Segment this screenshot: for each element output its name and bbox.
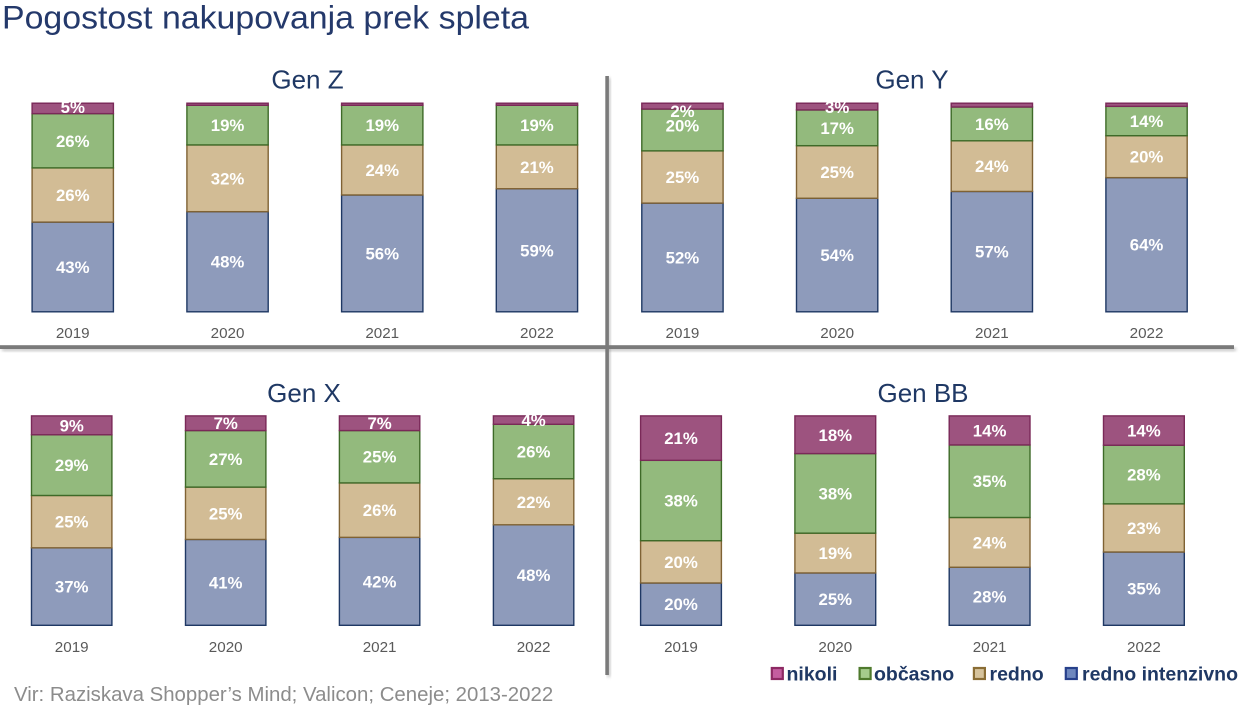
svg-text:14%: 14% [1130, 112, 1164, 131]
svg-text:2022: 2022 [520, 325, 554, 342]
svg-text:19%: 19% [211, 116, 245, 135]
svg-text:20%: 20% [664, 553, 698, 572]
svg-text:25%: 25% [666, 168, 700, 187]
svg-text:redno intenzivno: redno intenzivno [1082, 663, 1238, 685]
svg-text:20%: 20% [1130, 148, 1164, 167]
svg-text:26%: 26% [363, 501, 397, 520]
svg-text:25%: 25% [363, 448, 397, 467]
svg-text:14%: 14% [1127, 422, 1161, 441]
svg-text:43%: 43% [56, 258, 90, 277]
svg-text:2021: 2021 [975, 325, 1009, 342]
svg-text:nikoli: nikoli [787, 663, 838, 685]
svg-text:24%: 24% [365, 161, 399, 180]
svg-text:Pogostost nakupovanja prek spl: Pogostost nakupovanja prek spleta [2, 0, 530, 36]
svg-text:2021: 2021 [365, 325, 399, 342]
svg-text:2021: 2021 [973, 639, 1007, 656]
svg-text:7%: 7% [214, 414, 238, 433]
svg-text:19%: 19% [819, 544, 853, 563]
svg-text:25%: 25% [55, 513, 89, 532]
svg-text:26%: 26% [517, 443, 551, 462]
svg-text:26%: 26% [56, 132, 90, 151]
svg-text:37%: 37% [55, 578, 89, 597]
svg-text:2022: 2022 [1130, 325, 1164, 342]
svg-text:48%: 48% [211, 253, 245, 272]
svg-text:3%: 3% [825, 98, 849, 117]
svg-text:25%: 25% [819, 590, 853, 609]
svg-text:48%: 48% [517, 566, 551, 585]
svg-text:25%: 25% [820, 163, 854, 182]
svg-text:redno: redno [990, 663, 1044, 685]
svg-text:2022: 2022 [517, 639, 551, 656]
svg-text:57%: 57% [975, 243, 1009, 262]
svg-text:2020: 2020 [818, 639, 852, 656]
svg-text:23%: 23% [1127, 519, 1161, 538]
svg-text:54%: 54% [820, 246, 854, 265]
svg-text:52%: 52% [666, 248, 700, 267]
svg-text:2020: 2020 [820, 325, 854, 342]
svg-text:21%: 21% [664, 429, 698, 448]
svg-text:14%: 14% [973, 421, 1007, 440]
svg-text:občasno: občasno [874, 663, 954, 685]
svg-text:19%: 19% [520, 116, 554, 135]
svg-text:32%: 32% [211, 169, 245, 188]
svg-text:24%: 24% [973, 533, 1007, 552]
svg-text:2020: 2020 [209, 639, 243, 656]
svg-text:27%: 27% [209, 450, 243, 469]
svg-text:2019: 2019 [55, 639, 89, 656]
svg-text:56%: 56% [365, 244, 399, 263]
svg-text:24%: 24% [975, 157, 1009, 176]
svg-text:Vir: Raziskava Shopper’s Mind;: Vir: Raziskava Shopper’s Mind; Valicon; … [14, 684, 553, 706]
svg-text:Gen Z: Gen Z [271, 65, 343, 95]
svg-text:38%: 38% [664, 492, 698, 511]
svg-text:2019: 2019 [56, 325, 90, 342]
svg-text:17%: 17% [820, 119, 854, 138]
svg-text:29%: 29% [55, 456, 89, 475]
svg-text:4%: 4% [521, 411, 545, 430]
svg-text:20%: 20% [666, 117, 700, 136]
svg-text:Gen X: Gen X [267, 378, 341, 408]
svg-text:Gen Y: Gen Y [875, 65, 948, 95]
svg-text:19%: 19% [365, 116, 399, 135]
svg-text:26%: 26% [56, 186, 90, 205]
svg-text:22%: 22% [517, 493, 551, 512]
svg-text:2019: 2019 [666, 325, 700, 342]
svg-text:35%: 35% [973, 472, 1007, 491]
svg-text:41%: 41% [209, 573, 243, 592]
svg-text:16%: 16% [975, 115, 1009, 134]
svg-text:28%: 28% [973, 587, 1007, 606]
svg-text:5%: 5% [61, 98, 85, 117]
svg-text:42%: 42% [363, 572, 397, 591]
svg-text:59%: 59% [520, 241, 554, 260]
svg-text:21%: 21% [520, 158, 554, 177]
svg-text:20%: 20% [664, 595, 698, 614]
svg-text:2020: 2020 [211, 325, 245, 342]
svg-text:38%: 38% [819, 484, 853, 503]
svg-text:35%: 35% [1127, 580, 1161, 599]
svg-text:2021: 2021 [363, 639, 397, 656]
svg-text:9%: 9% [60, 416, 84, 435]
svg-text:28%: 28% [1127, 466, 1161, 485]
svg-text:2022: 2022 [1127, 639, 1161, 656]
svg-text:7%: 7% [367, 414, 391, 433]
svg-text:18%: 18% [819, 426, 853, 445]
svg-text:64%: 64% [1130, 236, 1164, 255]
svg-text:25%: 25% [209, 504, 243, 523]
svg-text:2019: 2019 [664, 639, 698, 656]
svg-text:Gen BB: Gen BB [877, 378, 968, 408]
svg-text:2%: 2% [670, 102, 694, 121]
